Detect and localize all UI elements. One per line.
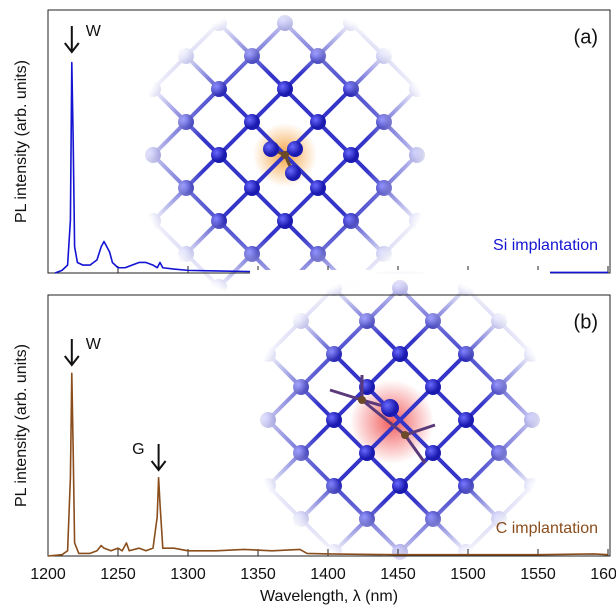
defect-bond — [329, 388, 363, 402]
x-tick-label: 1500 — [450, 566, 486, 583]
interstitial — [263, 141, 279, 157]
defect-bond — [404, 423, 436, 437]
interstitial — [381, 399, 399, 417]
annotation-label: W — [86, 336, 102, 353]
annotation-label: G — [132, 441, 144, 458]
arrow-head — [64, 355, 80, 367]
interstitial — [287, 141, 303, 157]
annotation-label: W — [86, 23, 102, 40]
legend-label: C implantation — [496, 520, 598, 537]
carbon-atom — [401, 431, 409, 439]
defect-bond — [403, 434, 427, 464]
x-axis-label: Wavelength, λ (nm) — [260, 588, 398, 605]
arrow-head — [64, 42, 80, 54]
y-axis-label: PL intensity (arb. units) — [13, 60, 30, 223]
panel-label: (a) — [574, 26, 598, 48]
x-tick-label: 1450 — [380, 566, 416, 583]
x-tick-label: 1250 — [100, 566, 136, 583]
spectrum-line — [54, 61, 608, 274]
x-tick-label: 1600 — [590, 566, 616, 583]
x-tick-label: 1350 — [240, 566, 276, 583]
x-tick-label: 1550 — [520, 566, 556, 583]
x-tick-label: 1200 — [30, 566, 66, 583]
lattice — [135, 5, 435, 305]
defect-bond — [361, 398, 406, 437]
plot-frame — [47, 294, 611, 557]
defect-atom — [281, 151, 289, 159]
legend-label: Si implantation — [493, 237, 598, 254]
interstitial — [285, 165, 301, 181]
carbon-atom — [358, 396, 366, 404]
x-tick-label: 1400 — [310, 566, 346, 583]
lattice-fade — [250, 270, 550, 570]
spectrum-line — [47, 372, 609, 557]
lattice — [250, 270, 550, 570]
y-axis-label: PL intensity (arb. units) — [13, 344, 30, 507]
arrow-head — [150, 460, 167, 472]
x-tick-label: 1300 — [170, 566, 206, 583]
panel-label: (b) — [574, 311, 598, 333]
